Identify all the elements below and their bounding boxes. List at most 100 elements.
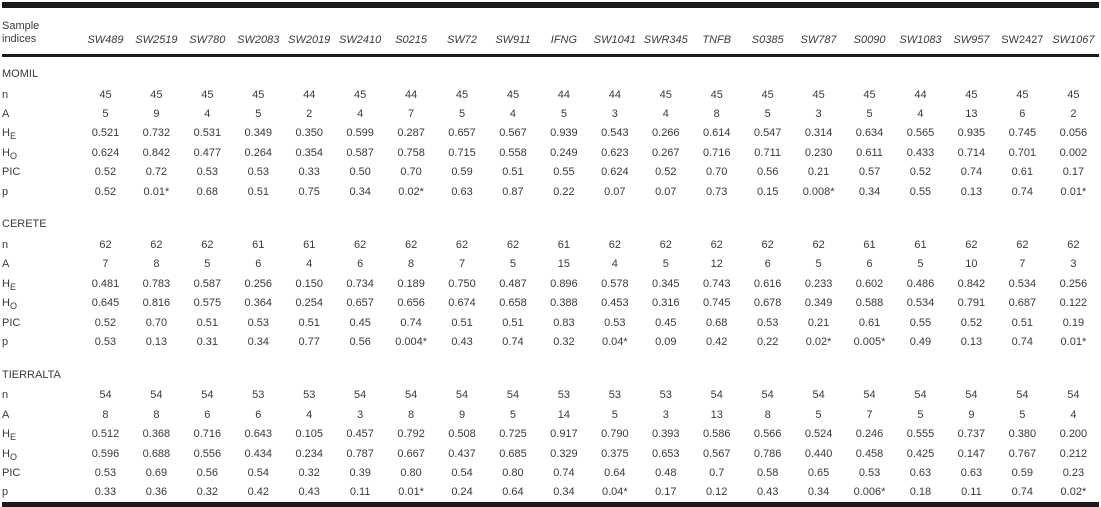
table-cell: 0.732: [142, 127, 171, 140]
table-cell: 0.74: [960, 166, 983, 179]
table-cell: 0.22: [756, 335, 779, 348]
row-label-text: A: [2, 408, 10, 421]
table-cell: 0.586: [702, 428, 731, 441]
table-cell: 0.01*: [1060, 335, 1087, 348]
table-cell: 6: [1019, 108, 1026, 121]
table-row: HO 0.596 0.688 0.556 0.434 0.234 0.787 0.667 0.4…: [2, 444, 1099, 463]
table-cell: 0.437: [448, 447, 476, 460]
table-cell: 0.80: [502, 466, 524, 479]
column-header-ifng: IFNG: [550, 34, 578, 46]
table-cell: 0.56: [756, 166, 779, 179]
table-cell: 62: [99, 239, 112, 252]
table-cell: 0.531: [193, 127, 222, 140]
table-cell: 54: [1016, 389, 1029, 402]
table-cell: 0.602: [855, 277, 884, 290]
table-cell: 0.53: [94, 466, 117, 479]
table-cell: 0.380: [1008, 428, 1037, 441]
table-cell: 45: [761, 88, 774, 101]
table-cell: 0.624: [91, 146, 120, 159]
table-cell: 0.657: [448, 127, 476, 140]
table-cell: 54: [761, 389, 774, 402]
table-cell: 0.368: [142, 428, 171, 441]
row-label: PIC: [2, 463, 80, 482]
table-cell: 0.534: [1008, 277, 1037, 290]
table-row: p 0.53 0.13 0.31 0.34 0.77 0.56 0.004* 0.43 0.74 0…: [2, 332, 1099, 351]
row-label-text: H: [2, 297, 10, 310]
table-cell: 0.01*: [1060, 185, 1087, 198]
table-cell: 0.43: [298, 486, 320, 499]
table-cell: 3: [815, 108, 822, 121]
table-cell: 0.53: [858, 466, 881, 479]
row-label-subscript: E: [9, 281, 16, 292]
table-cell: 0.790: [601, 428, 629, 441]
table-cell: 0.787: [346, 447, 374, 460]
table-cell: 0.364: [244, 297, 273, 310]
table-cell: 0.555: [906, 428, 935, 441]
table-row: A 8 8 6 6 4 3 8 9 5 14 5 3 13 8 5 7 5 9 5 4: [2, 405, 1099, 424]
table-row: HE 0.512 0.368 0.716 0.643 0.105 0.457 0.792 0.5…: [2, 424, 1099, 443]
column-header-sw489: SW489: [87, 34, 124, 46]
table-cell: 0.643: [244, 428, 273, 441]
table-cell: 45: [863, 88, 876, 101]
table-cell: 0.614: [702, 127, 731, 140]
table-cell: 0.52: [960, 316, 983, 329]
table-cell: 9: [968, 408, 975, 421]
table-cell: 8: [408, 408, 415, 421]
table-cell: 0.434: [244, 447, 273, 460]
table-cell: 12: [710, 258, 723, 271]
table-cell: 0.13: [960, 335, 983, 348]
table-cell: 7: [458, 258, 466, 271]
table-cell: 8: [408, 258, 415, 271]
table-cell: 5: [866, 108, 873, 121]
table-cell: 2: [1070, 108, 1077, 121]
table-cell: 53: [252, 389, 265, 402]
table-cell: 0.54: [247, 466, 269, 479]
table-cell: 45: [99, 88, 112, 101]
table-cell: 0.48: [655, 466, 677, 479]
column-header-sw1083: SW1083: [899, 34, 942, 46]
row-label-subscript: E: [9, 131, 16, 142]
table-cell: 4: [509, 108, 517, 121]
table-cell: 0.02*: [398, 185, 424, 198]
table-cell: 0.508: [448, 428, 476, 441]
table-cell: 0.52: [94, 185, 117, 198]
table-cell: 0.256: [1059, 277, 1088, 290]
table-cell: 0.588: [855, 297, 884, 310]
table-cell: 54: [914, 389, 927, 402]
table-cell: 5: [815, 408, 822, 421]
table-cell: 0.287: [397, 127, 425, 140]
table-cell: 54: [150, 389, 163, 402]
table-cell: 54: [1067, 389, 1080, 402]
column-header-swr345: SWR345: [643, 34, 688, 46]
table-cell: 54: [404, 389, 418, 402]
table-cell: 0.18: [909, 486, 932, 499]
table-cell: 0.01*: [398, 486, 424, 499]
table-cell: 0.714: [957, 146, 986, 159]
table-cell: 45: [354, 88, 367, 101]
table-cell: 44: [404, 88, 418, 101]
table-cell: 0.32: [553, 335, 575, 348]
table-cell: 0.375: [601, 447, 629, 460]
table-row: HE 0.481 0.783 0.587 0.256 0.150 0.734 0.189 0.7…: [2, 274, 1099, 293]
table-cell: 0.587: [193, 277, 222, 290]
table-cell: 0.56: [196, 466, 219, 479]
row-label: A: [2, 405, 80, 424]
table-cell: 8: [102, 408, 109, 421]
column-header-tnfb: TNFB: [702, 34, 732, 46]
table-cell: 62: [455, 239, 469, 252]
table-cell: 45: [252, 88, 265, 101]
table-cell: 0.246: [855, 428, 884, 441]
table-cell: 54: [812, 389, 825, 402]
table-cell: 0.51: [196, 316, 219, 329]
row-label-subscript: O: [9, 301, 17, 312]
table-cell: 0.616: [753, 277, 782, 290]
table-cell: 4: [917, 108, 924, 121]
table-cell: 0.61: [858, 316, 881, 329]
table-cell: 0.34: [553, 486, 575, 499]
table-cell: 0.939: [550, 127, 578, 140]
table-cell: 0.233: [804, 277, 833, 290]
table-cell: 0.189: [397, 277, 425, 290]
table-cell: 0.056: [1059, 127, 1088, 140]
table-cell: 6: [204, 408, 211, 421]
